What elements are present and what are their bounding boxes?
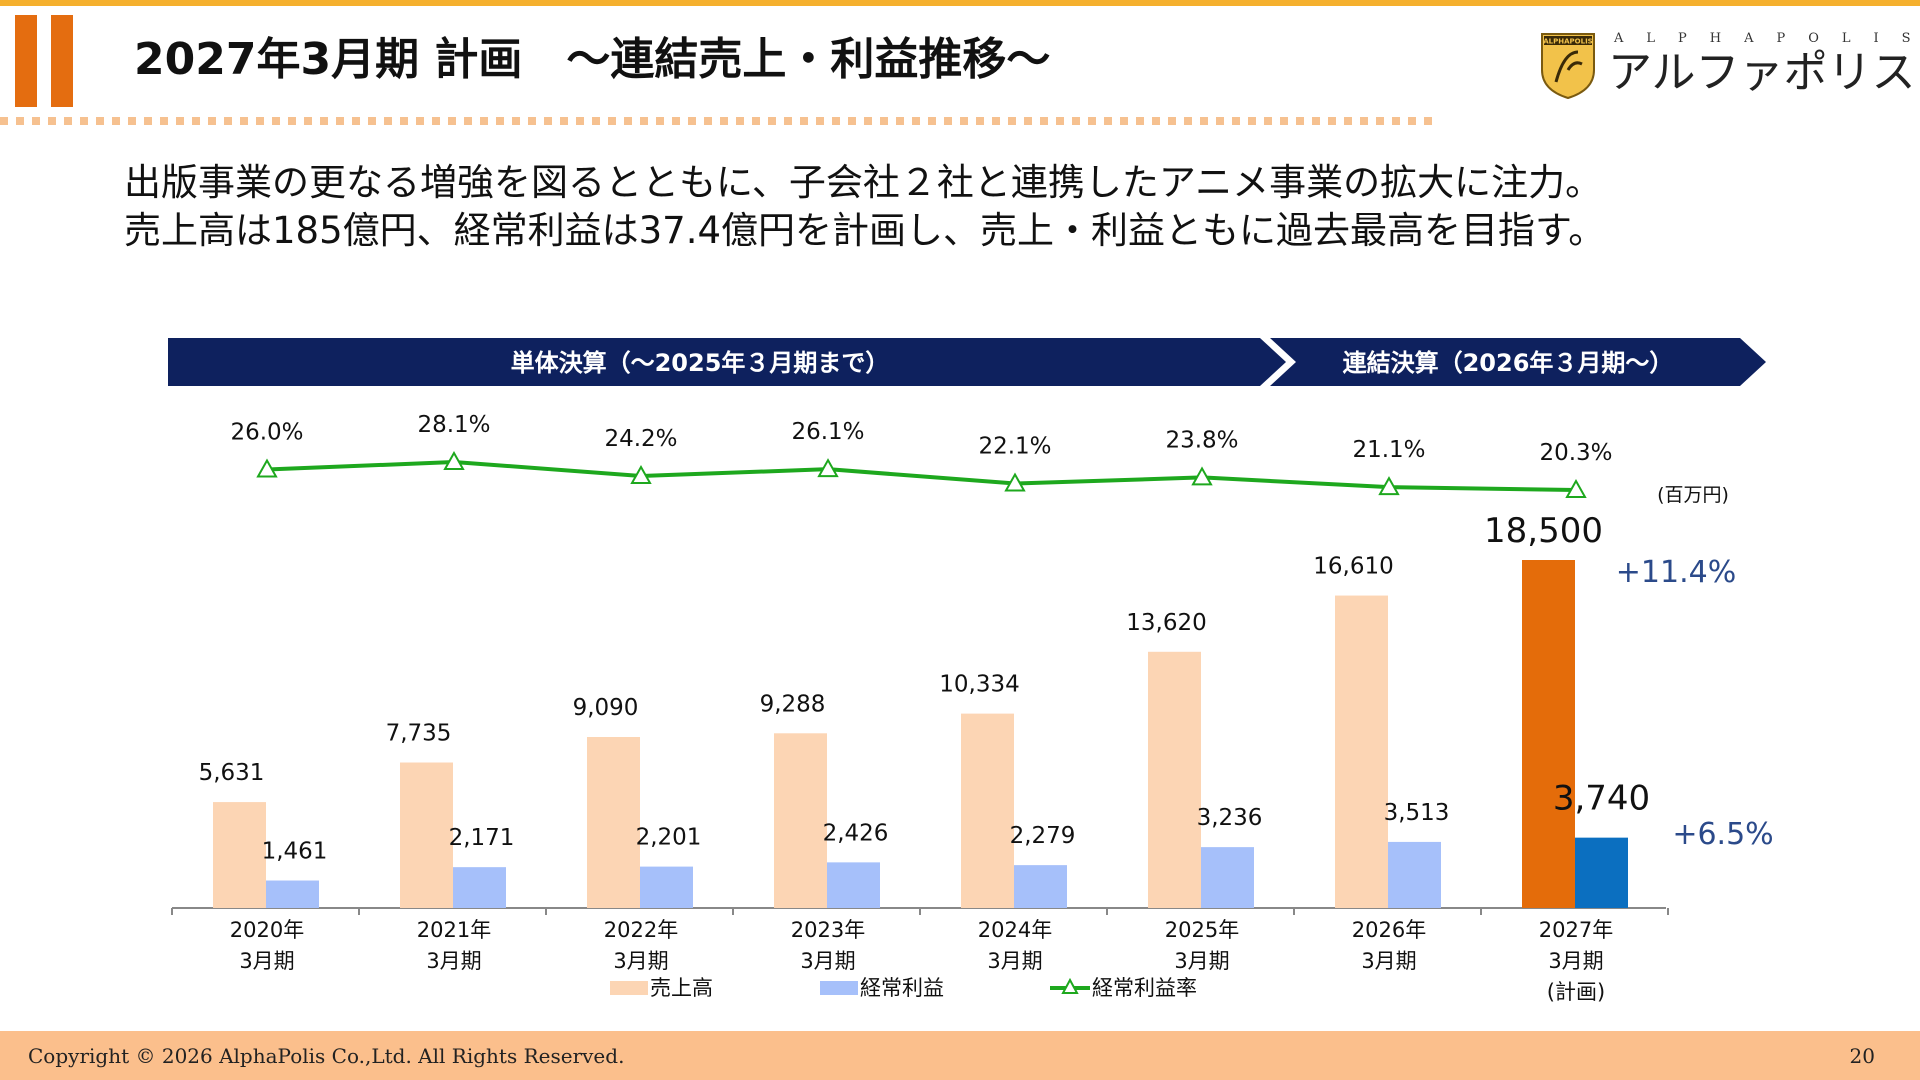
- ratio-data-label: 26.0%: [230, 420, 303, 446]
- ratio-point: [817, 458, 839, 478]
- x-tick-label: 2022年: [604, 918, 678, 942]
- profit-data-label: 3,236: [1197, 805, 1263, 831]
- sales-data-label: 10,334: [939, 672, 1019, 698]
- profit-bar: [827, 862, 880, 908]
- profit-bar: [453, 867, 506, 908]
- x-tick-label: 3月期: [1548, 949, 1603, 973]
- title-accent-bar-right: [51, 15, 73, 107]
- profit-bar: [1388, 841, 1441, 908]
- ratio-point: [1378, 476, 1400, 496]
- x-tick-label: 2025年: [1165, 918, 1239, 942]
- x-tick-label: 3月期: [613, 949, 668, 973]
- sales-data-label: 9,288: [760, 691, 826, 717]
- legend-ratio-label: 経常利益率: [1092, 976, 1197, 1000]
- legend-sales-label: 売上高: [650, 976, 713, 1000]
- title-accent-bar-left: [15, 15, 37, 107]
- ratio-data-label: 22.1%: [978, 434, 1051, 460]
- banner-standalone: [168, 338, 1286, 386]
- profit-bar: [1201, 847, 1254, 908]
- legend-profit-swatch: [820, 981, 858, 995]
- sales-bar: [1335, 595, 1388, 908]
- ratio-data-label: 21.1%: [1352, 437, 1425, 463]
- page-number: 20: [1849, 1044, 1875, 1068]
- sales-data-label: 18,500: [1484, 511, 1603, 551]
- x-tick-label: 3月期: [1361, 949, 1416, 973]
- profit-data-label: 3,513: [1384, 800, 1450, 826]
- ratio-data-label: 26.1%: [791, 419, 864, 445]
- x-tick-label: 2020年: [230, 918, 304, 942]
- top-accent-line: [0, 0, 1920, 6]
- profit-bar: [640, 866, 693, 908]
- x-tick-label: 2026年: [1352, 918, 1426, 942]
- sales-bar: [213, 802, 266, 908]
- ratio-series-line: [266, 459, 1577, 492]
- copyright-text: Copyright © 2026 AlphaPolis Co.,Ltd. All…: [28, 1044, 625, 1068]
- legend-profit-label: 経常利益: [860, 976, 944, 1000]
- profit-bar: [1014, 865, 1067, 908]
- page-title: 2027年3月期 計画 ～連結売上・利益推移～: [134, 34, 1051, 85]
- sales-bar: [961, 713, 1014, 908]
- profit-data-label: 2,426: [823, 820, 889, 846]
- legend-ratio-marker: [1061, 977, 1079, 994]
- banner-consolidated: [1270, 338, 1766, 386]
- sales-growth-label: +11.4%: [1616, 555, 1736, 590]
- ratio-data-label: 20.3%: [1539, 440, 1612, 466]
- profit-bar: [266, 880, 319, 908]
- profit-growth-label: +6.5%: [1672, 817, 1773, 852]
- sales-bar: [774, 733, 827, 908]
- x-tick-label: (計画): [1547, 980, 1605, 1004]
- profit-data-label: 2,279: [1010, 823, 1076, 849]
- ratio-point: [630, 464, 652, 484]
- sales-bar: [400, 762, 453, 908]
- ratio-point: [1191, 466, 1213, 486]
- logo-wordmark: アルファポリス: [1608, 47, 1916, 98]
- x-tick-label: 2021年: [417, 918, 491, 942]
- lead-line-2: 売上高は185億円、経常利益は37.4億円を計画し、売上・利益ともに過去最高を目…: [124, 209, 1606, 252]
- sales-data-label: 7,735: [386, 720, 452, 746]
- x-tick-label: 2023年: [791, 918, 865, 942]
- ratio-point: [1004, 472, 1026, 492]
- logo-badge-text: ALPHAPOLIS: [1543, 38, 1592, 46]
- legend-sales-swatch: [610, 981, 648, 995]
- banner-consolidated-label: 連結決算（2026年３月期～）: [1343, 349, 1674, 377]
- ratio-data-label: 28.1%: [417, 412, 490, 438]
- sales-bar: [1522, 560, 1575, 908]
- profit-data-label: 2,201: [636, 825, 702, 851]
- x-tick-label: 3月期: [239, 949, 294, 973]
- x-tick-label: 2024年: [978, 918, 1052, 942]
- sales-data-label: 5,631: [199, 760, 265, 786]
- x-tick-label: 3月期: [987, 949, 1042, 973]
- x-tick-label: 3月期: [800, 949, 855, 973]
- profit-bar: [1575, 837, 1628, 908]
- footer-bar: Copyright © 2026 AlphaPolis Co.,Ltd. All…: [0, 1031, 1920, 1080]
- sales-bar: [587, 737, 640, 908]
- banner-standalone-label: 単体決算（～2025年３月期まで）: [511, 349, 890, 377]
- x-tick-label: 3月期: [1174, 949, 1229, 973]
- logo-subtitle: ALPHAPOLIS: [1614, 31, 1920, 46]
- sales-data-label: 9,090: [573, 695, 639, 721]
- profit-data-label: 2,171: [449, 825, 515, 851]
- ratio-point: [1565, 478, 1587, 498]
- ratio-point: [443, 450, 465, 470]
- x-tick-label: 2027年: [1539, 918, 1613, 942]
- ratio-data-label: 23.8%: [1165, 427, 1238, 453]
- ratio-data-label: 24.2%: [604, 426, 677, 452]
- profit-data-label: 1,461: [262, 839, 328, 865]
- alphapolis-logo-icon: ALPHAPOLIS: [1541, 33, 1595, 100]
- profit-data-label: 3,740: [1553, 779, 1650, 819]
- dotted-divider: [0, 117, 1432, 125]
- ratio-point: [256, 458, 278, 478]
- sales-profit-chart: 単体決算（～2025年３月期まで） 連結決算（2026年３月期～） (百万円) 26.…: [168, 338, 1774, 1004]
- unit-label: (百万円): [1657, 484, 1729, 506]
- sales-data-label: 16,610: [1313, 554, 1393, 580]
- sales-data-label: 13,620: [1126, 610, 1206, 636]
- x-tick-label: 3月期: [426, 949, 481, 973]
- sales-bar: [1148, 651, 1201, 908]
- lead-line-1: 出版事業の更なる増強を図るとともに、子会社２社と連携したアニメ事業の拡大に注力。: [124, 161, 1603, 204]
